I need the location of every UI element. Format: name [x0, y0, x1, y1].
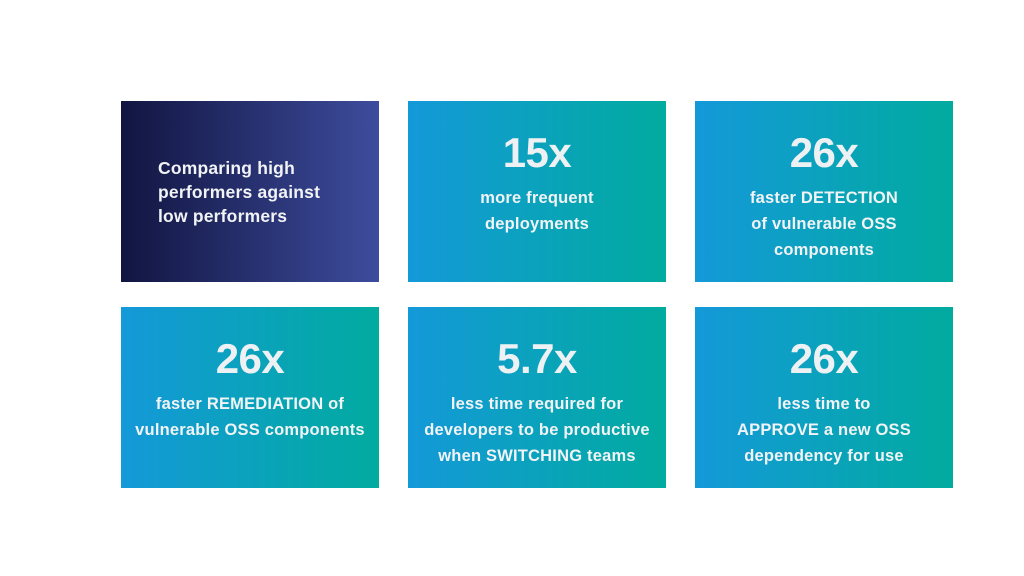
- stat-label-line: deployments: [485, 215, 589, 233]
- intro-card: Comparing high performers against low pe…: [121, 101, 379, 282]
- stat-label-line: of vulnerable OSS: [751, 215, 897, 233]
- stat-label-line: less time to: [777, 395, 871, 413]
- stat-card-deployments: 15x more frequent deployments: [408, 101, 666, 282]
- stat-value: 26x: [789, 335, 859, 382]
- stat-label: faster REMEDIATION of vulnerable OSS com…: [135, 391, 365, 443]
- stat-label-line: less time required for: [450, 395, 624, 413]
- stat-card-switching-teams: 5.7x less time required for developers t…: [408, 307, 666, 488]
- stat-value: 26x: [789, 129, 859, 176]
- stat-label: faster DETECTION of vulnerable OSS compo…: [750, 185, 898, 263]
- stat-card-detection: 26x faster DETECTION of vulnerable OSS c…: [695, 101, 953, 282]
- intro-text-line: performers against: [158, 181, 321, 202]
- stat-label-line: when SWITCHING teams: [438, 447, 636, 465]
- stat-label: less time required for developers to be …: [424, 391, 649, 469]
- stat-value: 15x: [502, 129, 572, 176]
- stat-label-line: APPROVE a new OSS: [737, 421, 911, 439]
- stat-card-approve-dependency: 26x less time to APPROVE a new OSS depen…: [695, 307, 953, 488]
- stat-value: 5.7x: [497, 335, 577, 382]
- stat-label-line: dependency for use: [744, 447, 904, 465]
- intro-text-line: low performers: [158, 205, 288, 226]
- stat-label-line: faster REMEDIATION of: [155, 395, 345, 413]
- stat-value: 26x: [215, 335, 285, 382]
- stat-label-line: vulnerable OSS components: [135, 421, 365, 439]
- cards-grid: Comparing high performers against low pe…: [121, 101, 953, 488]
- stat-label: less time to APPROVE a new OSS dependenc…: [737, 391, 911, 469]
- stat-label-line: developers to be productive: [424, 421, 650, 439]
- stat-label-line: more frequent: [480, 189, 594, 207]
- stat-card-remediation: 26x faster REMEDIATION of vulnerable OSS…: [121, 307, 379, 488]
- intro-text-line: Comparing high: [158, 157, 295, 178]
- stat-label-line: components: [773, 241, 875, 259]
- stat-label-line: faster DETECTION: [749, 189, 899, 207]
- stat-label: more frequent deployments: [480, 185, 594, 237]
